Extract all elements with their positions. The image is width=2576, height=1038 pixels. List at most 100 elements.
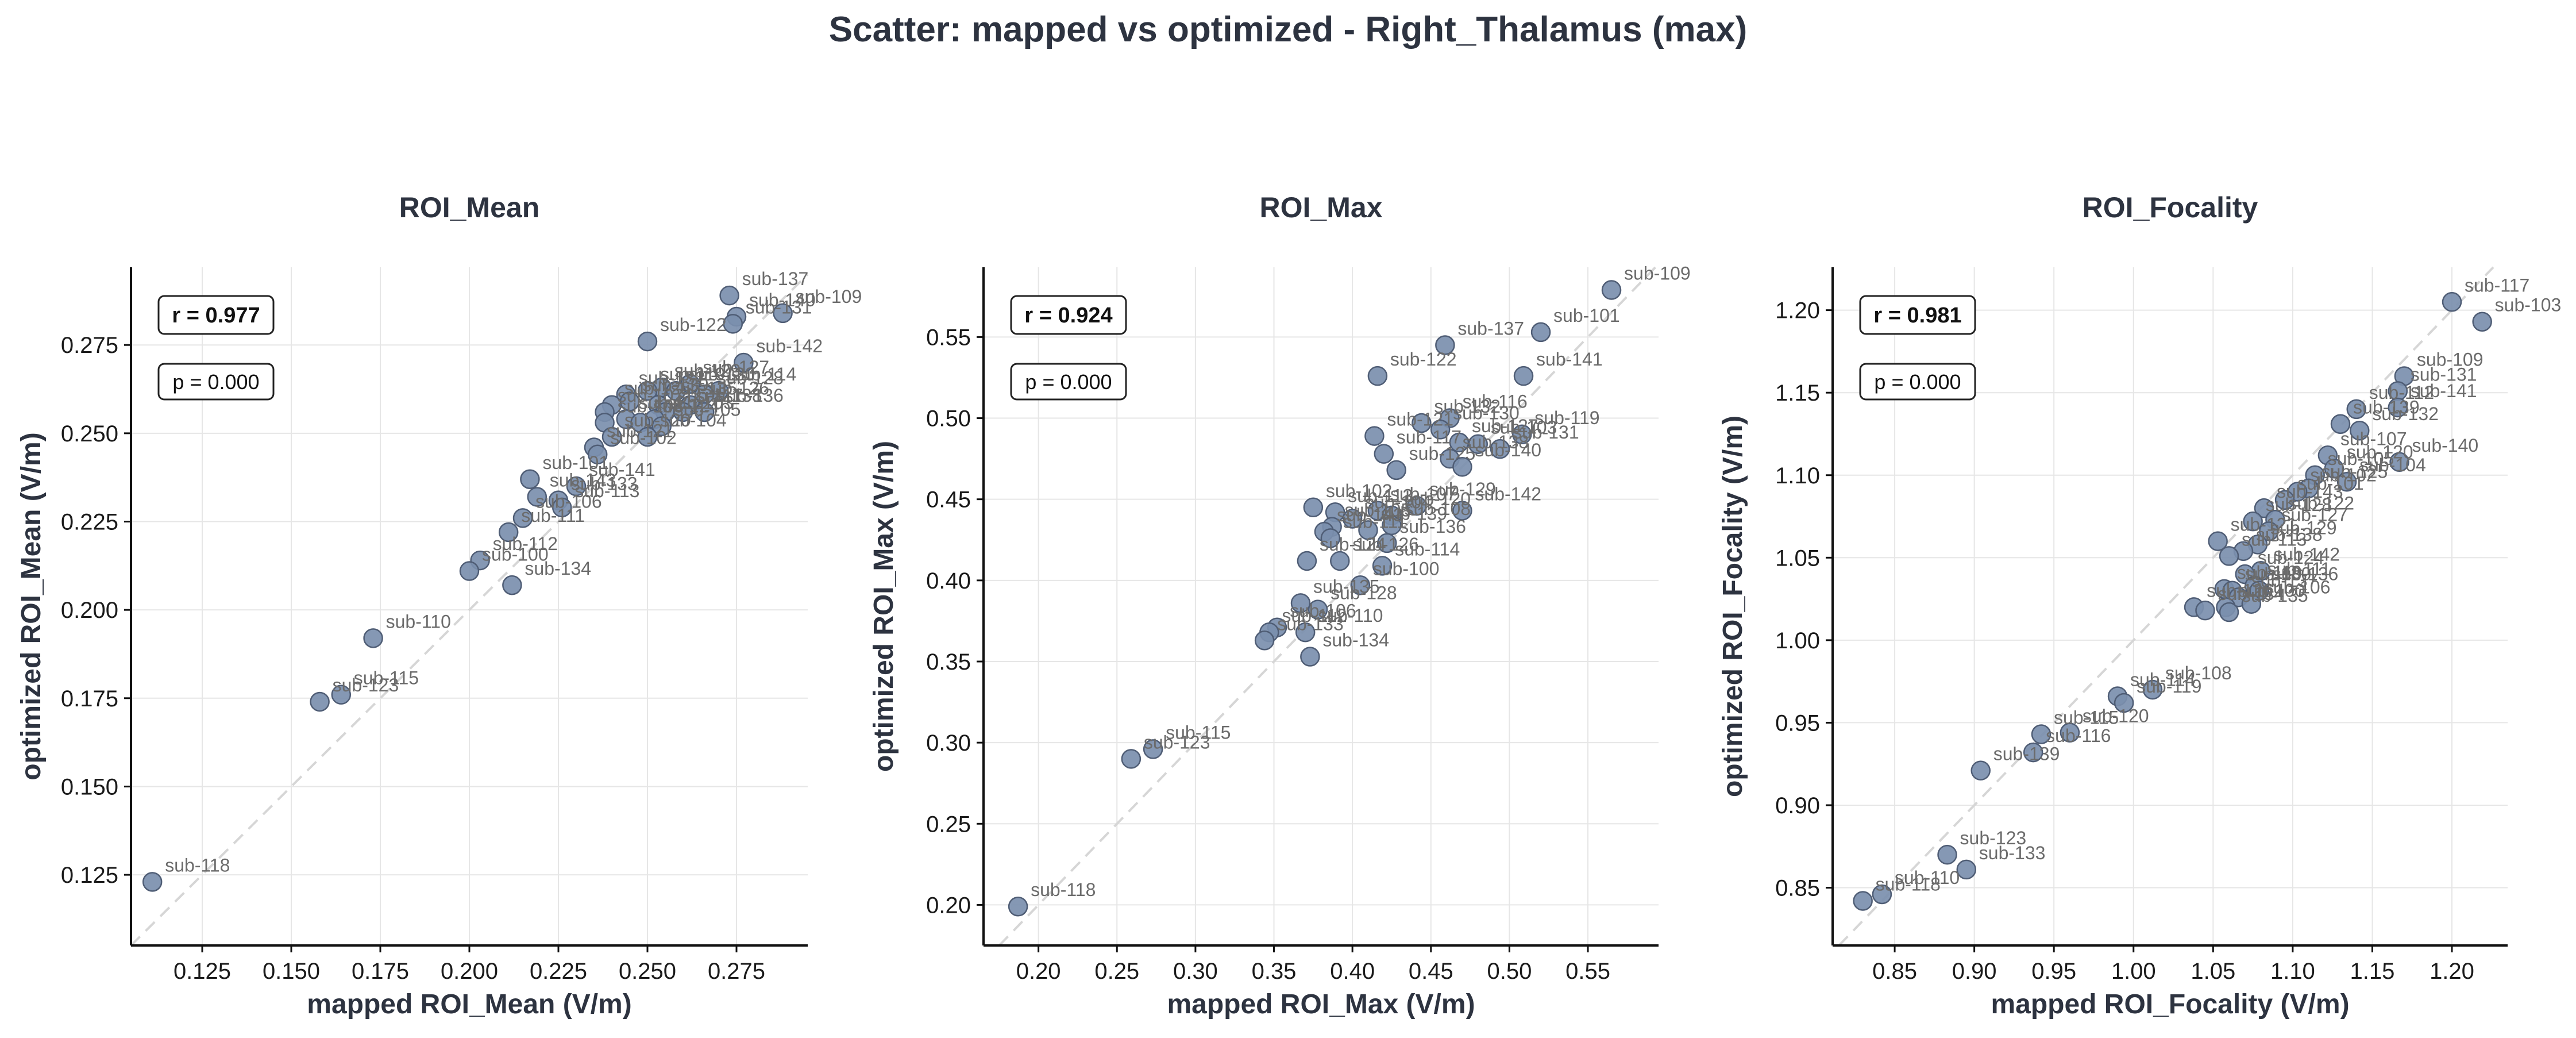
p-stat-box [1859, 363, 1976, 401]
data-point [2241, 594, 2262, 614]
data-point [2389, 452, 2409, 472]
point-label: sub-126 [1352, 534, 1419, 555]
point-label: sub-100 [1373, 558, 1440, 579]
p-stat-text: p = 0.000 [1874, 370, 1961, 394]
point-label: sub-119 [2237, 562, 2302, 583]
p-stat-text: p = 0.000 [172, 370, 259, 394]
data-point [1303, 497, 1324, 518]
point-label: sub-100 [482, 544, 549, 565]
point-label: sub-111 [1343, 511, 1407, 532]
point-label: sub-115 [1166, 722, 1231, 743]
point-label: sub-108 [2165, 663, 2232, 683]
y-tick-label: 0.45 [926, 487, 971, 513]
x-tick-label: 1.10 [2270, 959, 2315, 984]
point-label: sub-120 [1404, 489, 1471, 509]
point-label: sub-143 [2277, 481, 2343, 502]
data-point [363, 628, 383, 648]
x-tick-label: 0.35 [1252, 959, 1297, 984]
point-label: sub-110 [386, 611, 451, 632]
r-stat-text: r = 0.924 [1024, 303, 1112, 328]
point-label: sub-137 [2251, 570, 2318, 591]
point-label: sub-135 [2242, 585, 2308, 606]
data-point [1367, 366, 1388, 386]
point-label: sub-114 [1395, 539, 1460, 559]
data-point [512, 508, 533, 528]
point-label: sub-117 [678, 385, 743, 406]
r-stat-text: r = 0.981 [1873, 303, 1961, 328]
point-label: sub-104 [1365, 492, 1432, 513]
point-label: sub-105 [2328, 448, 2394, 469]
chart-panel-1: 0.125 0.150 0.175 0.200 0.225 0.250 0.275 0.125… [16, 191, 862, 1020]
data-point [1452, 456, 1472, 477]
point-label: sub-130 [1453, 402, 1520, 423]
data-point [673, 402, 693, 422]
point-label: sub-142 [1475, 483, 1541, 504]
identity-line [998, 266, 1656, 947]
point-label: sub-140 [1475, 440, 1541, 460]
data-point [2031, 724, 2051, 744]
point-label: sub-137 [742, 268, 809, 289]
y-tick-label: 0.35 [926, 649, 971, 675]
x-tick-label: 0.90 [1952, 959, 1997, 984]
data-point [2330, 414, 2351, 434]
data-point [1342, 509, 1363, 529]
point-label: sub-120 [624, 410, 691, 430]
point-label: sub-124 [1320, 534, 1386, 555]
y-tick-label: 0.275 [61, 333, 118, 358]
point-label: sub-135 [1313, 576, 1380, 597]
point-label: sub-117 [2465, 275, 2529, 295]
point-label: sub-136 [717, 385, 784, 406]
data-point [1937, 844, 1957, 865]
x-tick-label: 0.40 [1330, 959, 1375, 984]
point-label: sub-134 [1322, 630, 1389, 651]
point-label: sub-136 [2272, 564, 2339, 585]
point-label: sub-103 [1491, 417, 1557, 438]
data-point [2243, 511, 2263, 532]
point-label: sub-142 [2273, 544, 2340, 564]
point-label: sub-122 [1390, 349, 1457, 370]
x-tick-label: 0.45 [1409, 959, 1453, 984]
data-point [1970, 760, 1991, 781]
data-point [2336, 471, 2357, 492]
point-label: sub-100 [2238, 580, 2305, 601]
data-point [2195, 600, 2215, 621]
point-label: sub-115 [2054, 708, 2119, 728]
chart-panel-2: 0.20 0.25 0.30 0.35 0.40 0.45 0.50 0.55 0.20 0.25… [869, 191, 1691, 1020]
panel-title: ROI_Max [1260, 191, 1383, 224]
figure-suptitle: Scatter: mapped vs optimized - Right_Tha… [829, 10, 1748, 49]
data-point [1330, 551, 1350, 571]
point-label: sub-106 [2264, 577, 2331, 598]
point-label: sub-133 [571, 474, 638, 494]
point-label: sub-143 [550, 470, 616, 490]
point-label: sub-138 [696, 385, 762, 406]
point-label: sub-107 [2340, 428, 2407, 449]
data-point [1364, 426, 1385, 446]
point-label: sub-130 [689, 364, 755, 385]
x-tick-label: 1.15 [2350, 959, 2395, 984]
point-label: sub-113 [1348, 485, 1413, 506]
point-label: sub-132 [639, 367, 705, 388]
data-point [1452, 501, 1472, 521]
data-point [1290, 593, 1311, 613]
data-point [1435, 335, 1455, 355]
point-label: sub-119 [660, 364, 725, 385]
x-tick-label: 0.200 [441, 959, 498, 984]
point-label: sub-101 [1553, 305, 1620, 326]
x-tick-label: 0.25 [1094, 959, 1139, 984]
data-point [1372, 556, 1393, 576]
data-point [2274, 490, 2295, 510]
point-label: sub-127 [703, 357, 769, 378]
y-tick-label: 0.20 [926, 893, 971, 918]
data-point [142, 872, 163, 892]
y-axis-label: optimized ROI_Max (V/m) [869, 441, 899, 772]
data-point [637, 331, 658, 352]
x-tick-label: 0.275 [708, 959, 765, 984]
data-point [502, 575, 522, 595]
point-label: sub-138 [2256, 524, 2323, 545]
point-label: sub-119 [1534, 407, 1599, 428]
y-tick-label: 0.200 [61, 598, 118, 623]
data-point [1512, 424, 1532, 445]
point-label: sub-137 [1457, 318, 1524, 339]
data-point [1412, 413, 1432, 433]
